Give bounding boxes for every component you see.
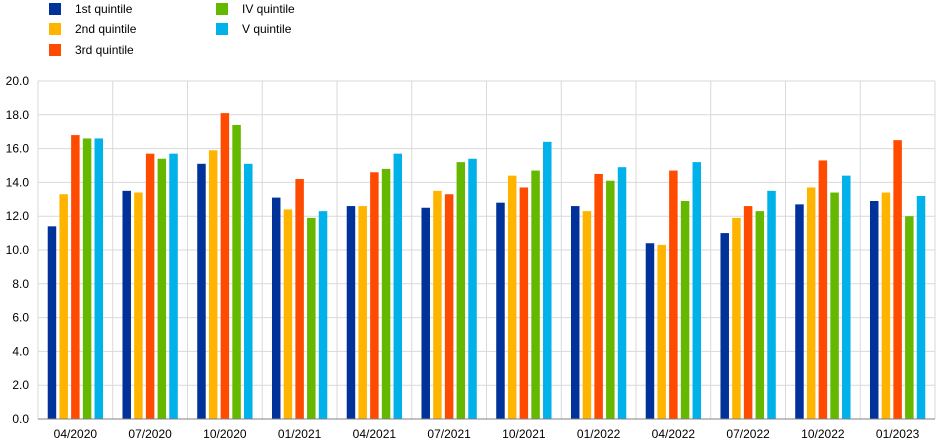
bar (71, 135, 80, 419)
x-tick-label: 10/2020 (203, 427, 247, 441)
bar (818, 160, 828, 419)
legend-swatch-3rd-quintile (49, 44, 61, 56)
y-tick-label: 12.0 (6, 209, 30, 223)
y-tick-label: 0.0 (12, 412, 29, 426)
x-tick-label: 01/2021 (278, 427, 322, 441)
y-tick-label: 2.0 (12, 378, 29, 392)
legend-swatch-v-quintile (216, 23, 228, 35)
bar (732, 217, 741, 419)
bar (531, 170, 540, 419)
bar (767, 190, 776, 419)
bar (122, 190, 131, 419)
legend-label-3rd-quintile: 3rd quintile (75, 43, 134, 57)
legend-label-iv-quintile: IV quintile (242, 2, 295, 16)
bar (795, 204, 804, 419)
bar (47, 226, 57, 419)
x-tick-label: 07/2022 (726, 427, 770, 441)
legend-label-1st-quintile: 1st quintile (75, 2, 133, 16)
legend-label-2nd-quintile: 2nd quintile (75, 22, 137, 36)
y-tick-label: 14.0 (6, 175, 30, 189)
y-tick-label: 18.0 (6, 108, 30, 122)
bar (456, 162, 466, 419)
x-tick-label: 04/2022 (652, 427, 696, 441)
bar (519, 187, 529, 419)
bar (869, 200, 879, 419)
y-tick-label: 6.0 (12, 311, 29, 325)
legend-item-v-quintile: V quintile (216, 22, 291, 36)
y-tick-label: 4.0 (12, 344, 29, 358)
bar (692, 162, 702, 419)
bar (582, 211, 592, 419)
bar (657, 244, 666, 419)
bar (842, 175, 851, 419)
bar (543, 141, 552, 419)
x-tick-label: 01/2022 (577, 427, 621, 441)
bar (318, 211, 328, 419)
bar (645, 243, 655, 419)
bar (208, 150, 218, 420)
bar (433, 190, 442, 419)
bar (468, 158, 477, 420)
bar (232, 124, 241, 419)
bar (507, 175, 517, 419)
bar (830, 192, 839, 419)
bar (444, 194, 454, 419)
legend-swatch-2nd-quintile (49, 23, 61, 35)
bar (358, 206, 367, 419)
bar (743, 206, 753, 419)
bar (134, 192, 143, 419)
bar (220, 113, 230, 420)
legend-item-2nd-quintile: 2nd quintile (49, 22, 136, 36)
legend-item-iv-quintile: IV quintile (216, 2, 295, 16)
bar (893, 140, 902, 419)
bar (755, 211, 765, 419)
bar (197, 163, 206, 419)
y-tick-label: 16.0 (6, 142, 30, 156)
x-tick-label: 10/2022 (801, 427, 845, 441)
bar (370, 172, 379, 419)
x-tick-label: 04/2020 (54, 427, 98, 441)
x-tick-label: 07/2021 (427, 427, 471, 441)
bar (496, 202, 505, 419)
bar (94, 138, 104, 419)
legend-item-3rd-quintile: 3rd quintile (49, 43, 134, 57)
bar (169, 153, 178, 420)
bar (720, 233, 729, 419)
legend-label-v-quintile: V quintile (242, 22, 292, 36)
bar (916, 195, 926, 419)
x-tick-label: 04/2021 (353, 427, 397, 441)
bar (905, 216, 914, 419)
bar (570, 206, 580, 419)
bar (59, 194, 68, 419)
bar (617, 167, 627, 419)
bar (157, 158, 167, 420)
x-tick-label: 10/2021 (502, 427, 546, 441)
bar (295, 179, 304, 419)
x-tick-label: 07/2020 (128, 427, 172, 441)
bar (307, 217, 316, 419)
bar (881, 192, 891, 419)
bar (669, 170, 678, 419)
y-tick-label: 8.0 (12, 277, 29, 291)
bar (806, 187, 816, 419)
bar (145, 153, 155, 420)
bar (283, 209, 293, 419)
bar (381, 168, 391, 419)
bar (346, 206, 356, 419)
bar (680, 200, 690, 419)
bar (393, 153, 403, 420)
bar (244, 163, 253, 419)
bar (82, 138, 92, 419)
legend-item-1st-quintile: 1st quintile (49, 2, 132, 16)
legend-swatch-iv-quintile (216, 3, 228, 15)
y-tick-label: 10.0 (6, 243, 30, 257)
bar (271, 197, 281, 419)
bar (606, 180, 615, 419)
bar (421, 207, 430, 419)
x-tick-label: 01/2023 (876, 427, 920, 441)
legend-swatch-1st-quintile (49, 3, 61, 15)
bar (594, 173, 603, 419)
y-tick-label: 20.0 (6, 74, 30, 88)
